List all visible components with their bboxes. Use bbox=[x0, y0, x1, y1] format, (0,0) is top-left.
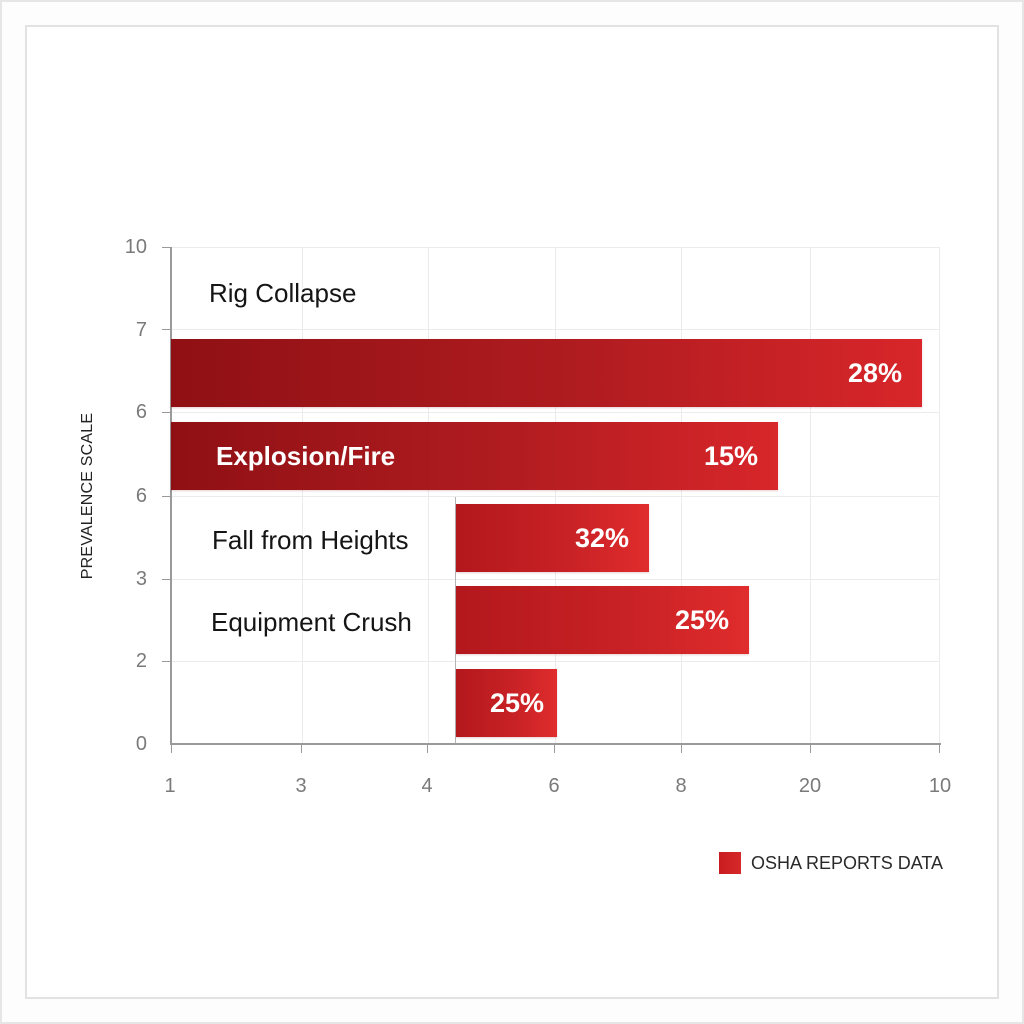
bar-value-label: 15% bbox=[703, 441, 758, 471]
x-tick bbox=[939, 744, 940, 753]
y-tick-label: 0 bbox=[135, 733, 147, 755]
x-tick-label: 20 bbox=[798, 775, 822, 797]
y-axis-line bbox=[170, 247, 172, 745]
y-tick-label: 10 bbox=[124, 236, 147, 258]
category-label-explosion-fire: Explosion/Fire bbox=[216, 441, 396, 471]
bar-value-label: 25% bbox=[674, 605, 729, 635]
plot-area bbox=[171, 247, 940, 744]
y-tick bbox=[162, 579, 171, 580]
y-tick-label: 3 bbox=[135, 568, 147, 590]
gridline-v bbox=[428, 247, 429, 744]
category-label-rig-collapse: Rig Collapse bbox=[209, 278, 357, 308]
x-tick-label: 4 bbox=[421, 775, 433, 797]
y-tick-label: 7 bbox=[135, 319, 147, 341]
gridline-v bbox=[810, 247, 811, 744]
x-tick bbox=[554, 744, 555, 753]
category-label-fall-from-heights: Fall from Heights bbox=[212, 525, 409, 555]
x-tick bbox=[171, 744, 172, 753]
legend: OSHA REPORTS DATA bbox=[719, 852, 943, 874]
baseline-divider bbox=[455, 497, 456, 744]
x-tick bbox=[810, 744, 811, 753]
bar-fall-from-heights[interactable]: 32% bbox=[456, 504, 649, 572]
x-tick bbox=[681, 744, 682, 753]
y-tick-label: 6 bbox=[135, 485, 147, 507]
y-tick bbox=[162, 329, 171, 330]
x-tick-label: 8 bbox=[675, 775, 687, 797]
legend-label: OSHA REPORTS DATA bbox=[751, 853, 944, 873]
gridline-v bbox=[681, 247, 682, 744]
y-tick-label: 2 bbox=[135, 650, 147, 672]
legend-swatch-icon bbox=[719, 852, 741, 874]
x-tick bbox=[301, 744, 302, 753]
x-axis-line bbox=[170, 743, 941, 745]
gridline-v bbox=[555, 247, 556, 744]
x-tick-label: 1 bbox=[164, 775, 176, 797]
x-tick bbox=[427, 744, 428, 753]
bar-rig-collapse[interactable]: 28% bbox=[171, 339, 922, 407]
bar-unlabeled[interactable]: 25% bbox=[456, 669, 557, 737]
category-label-equipment-crush: Equipment Crush bbox=[211, 607, 412, 637]
y-tick bbox=[162, 496, 171, 497]
x-tick-label: 6 bbox=[548, 775, 560, 797]
y-tick bbox=[162, 247, 171, 248]
bar-value-label: 32% bbox=[574, 523, 629, 553]
y-axis-title: PREVALENCE SCALE bbox=[79, 412, 96, 580]
bar-explosion-fire[interactable]: Explosion/Fire 15% bbox=[171, 422, 778, 490]
y-tick bbox=[162, 661, 171, 662]
y-tick bbox=[162, 412, 171, 413]
x-tick-label: 10 bbox=[928, 775, 952, 797]
gridline-v bbox=[302, 247, 303, 744]
bar-value-label: 28% bbox=[847, 358, 902, 388]
gridline-v bbox=[939, 247, 940, 744]
bar-value-label: 25% bbox=[489, 688, 544, 718]
x-tick-label: 3 bbox=[295, 775, 307, 797]
bar-equipment-crush[interactable]: 25% bbox=[456, 586, 749, 654]
y-tick-label: 6 bbox=[135, 401, 147, 423]
